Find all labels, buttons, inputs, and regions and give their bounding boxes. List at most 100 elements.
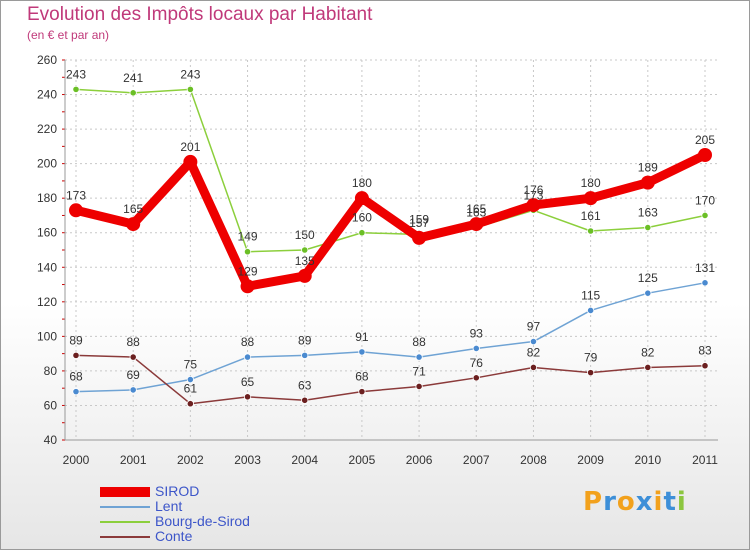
data-point-lent bbox=[415, 353, 423, 361]
data-label-sirod: 157 bbox=[409, 216, 429, 230]
data-label-conte: 63 bbox=[298, 378, 312, 392]
x-tick-label: 2002 bbox=[177, 453, 204, 467]
data-label-conte: 65 bbox=[241, 375, 255, 389]
chart-legend: SIROD Lent Bourg-de-Sirod Conte bbox=[100, 484, 320, 544]
x-tick-label: 2003 bbox=[234, 453, 261, 467]
data-label-sirod: 165 bbox=[466, 202, 486, 216]
data-label-sirod: 180 bbox=[581, 176, 601, 190]
data-point-bourg-de-sirod bbox=[72, 85, 80, 93]
legend-label-lent: Lent bbox=[155, 498, 183, 514]
data-point-sirod bbox=[640, 175, 655, 190]
y-tick-label: 120 bbox=[37, 295, 57, 309]
x-tick-label: 2009 bbox=[577, 453, 604, 467]
data-point-bourg-de-sirod bbox=[587, 227, 595, 235]
data-point-bourg-de-sirod bbox=[701, 211, 709, 220]
data-label-bourg-de-sirod: 170 bbox=[695, 193, 715, 207]
data-label-sirod: 176 bbox=[523, 183, 543, 197]
data-label-sirod: 201 bbox=[180, 140, 200, 154]
data-label-sirod: 205 bbox=[695, 133, 715, 147]
legend-swatch-lent bbox=[100, 506, 150, 508]
x-tick-label: 2000 bbox=[63, 453, 90, 467]
x-tick-label: 2010 bbox=[634, 453, 661, 467]
data-label-lent: 97 bbox=[527, 320, 541, 334]
logo-letter: o bbox=[616, 487, 636, 517]
y-tick-label: 80 bbox=[44, 364, 58, 378]
series-line-sirod bbox=[71, 150, 710, 291]
data-point-conte bbox=[243, 393, 252, 401]
data-point-bourg-de-sirod bbox=[644, 223, 652, 232]
data-label-lent: 88 bbox=[241, 335, 255, 349]
data-point-bourg-de-sirod bbox=[243, 248, 252, 256]
data-point-lent bbox=[701, 279, 709, 287]
data-point-conte bbox=[72, 351, 80, 359]
data-point-conte bbox=[472, 374, 480, 382]
x-tick-label: 2004 bbox=[291, 453, 318, 467]
data-label-lent: 75 bbox=[184, 358, 198, 372]
legend-label-sirod: SIROD bbox=[155, 483, 200, 499]
data-point-lent bbox=[72, 388, 80, 396]
data-point-bourg-de-sirod bbox=[301, 246, 309, 254]
data-label-conte: 89 bbox=[69, 333, 83, 347]
legend-item-lent: Lent bbox=[100, 499, 320, 514]
data-label-sirod: 165 bbox=[123, 202, 143, 216]
logo-letter: P bbox=[583, 487, 604, 517]
data-label-bourg-de-sirod: 160 bbox=[352, 211, 372, 225]
data-point-conte bbox=[415, 382, 423, 391]
data-label-bourg-de-sirod: 173 bbox=[523, 188, 543, 202]
data-label-sirod: 129 bbox=[238, 264, 258, 278]
chart-title: Evolution des Impôts locaux par Habitant bbox=[27, 4, 373, 25]
legend-item-conte: Conte bbox=[100, 529, 320, 544]
data-label-lent: 68 bbox=[69, 370, 83, 384]
data-point-sirod bbox=[297, 268, 312, 283]
data-point-conte bbox=[129, 353, 137, 361]
proxiti-logo: Proxiti bbox=[583, 487, 687, 517]
data-label-bourg-de-sirod: 243 bbox=[66, 67, 86, 81]
data-point-sirod bbox=[240, 279, 255, 294]
chart-subtitle: (en € et par an) bbox=[27, 28, 110, 42]
data-label-bourg-de-sirod: 243 bbox=[180, 67, 200, 81]
data-point-sirod bbox=[69, 203, 83, 218]
y-tick-label: 200 bbox=[37, 157, 57, 171]
data-point-conte bbox=[301, 396, 309, 404]
x-tick-label: 2008 bbox=[520, 453, 547, 467]
data-label-conte: 76 bbox=[470, 356, 484, 370]
data-label-bourg-de-sirod: 161 bbox=[581, 209, 601, 223]
data-point-conte bbox=[358, 388, 366, 396]
data-point-lent bbox=[472, 344, 480, 353]
data-label-conte: 83 bbox=[698, 344, 712, 358]
legend-label-conte: Conte bbox=[155, 528, 193, 544]
y-tick-label: 60 bbox=[44, 398, 58, 412]
data-point-sirod bbox=[126, 217, 141, 232]
data-point-lent bbox=[301, 351, 309, 359]
data-point-sirod bbox=[698, 148, 712, 162]
legend-swatch-sirod bbox=[100, 487, 150, 497]
data-label-sirod: 180 bbox=[352, 176, 372, 190]
data-point-lent bbox=[644, 289, 652, 297]
data-label-conte: 82 bbox=[527, 345, 541, 359]
data-point-sirod bbox=[526, 198, 541, 213]
data-label-lent: 89 bbox=[298, 333, 312, 347]
data-label-sirod: 173 bbox=[66, 188, 86, 202]
data-label-sirod: 135 bbox=[295, 254, 315, 268]
data-label-conte: 82 bbox=[641, 345, 655, 359]
series-line-conte bbox=[75, 354, 706, 405]
data-label-sirod: 189 bbox=[638, 161, 658, 175]
legend-label-bourg-de-sirod: Bourg-de-Sirod bbox=[155, 513, 250, 529]
data-point-sirod bbox=[354, 191, 369, 206]
data-point-conte bbox=[644, 363, 652, 372]
data-point-sirod bbox=[469, 217, 484, 232]
x-tick-label: 2006 bbox=[406, 453, 433, 467]
data-point-lent bbox=[358, 348, 366, 356]
legend-swatch-conte bbox=[100, 536, 150, 538]
y-tick-label: 260 bbox=[37, 53, 57, 67]
x-tick-label: 2005 bbox=[349, 453, 376, 467]
x-tick-label: 2011 bbox=[692, 453, 718, 467]
data-point-lent bbox=[587, 306, 595, 315]
series-line-bourg-de-sirod bbox=[75, 88, 706, 253]
y-tick-label: 240 bbox=[37, 88, 57, 102]
y-tick-label: 100 bbox=[37, 329, 57, 343]
data-label-lent: 88 bbox=[412, 335, 426, 349]
y-tick-label: 40 bbox=[44, 433, 58, 447]
data-point-conte bbox=[186, 400, 194, 408]
